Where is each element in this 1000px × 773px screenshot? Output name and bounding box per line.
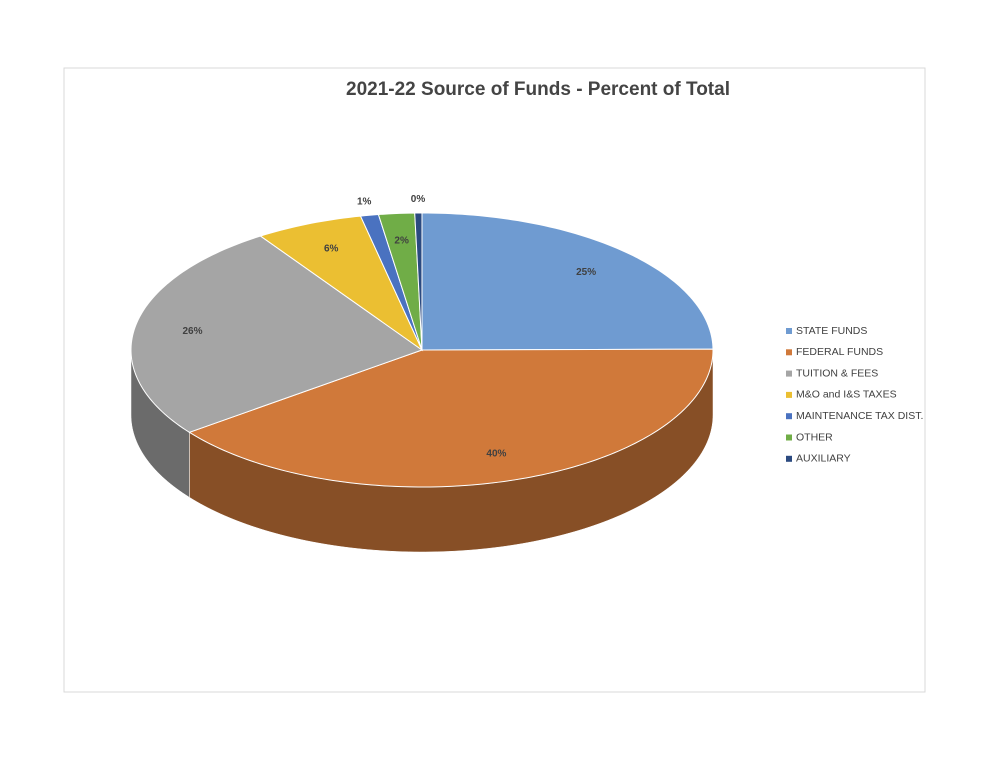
- legend-swatch: [786, 434, 792, 441]
- pie-slice: [188, 348, 714, 488]
- pie-slice: [259, 215, 424, 352]
- pie-slice: [130, 235, 424, 433]
- data-label: 2%: [394, 235, 409, 246]
- legend-label: MAINTENANCE TAX DIST.: [796, 410, 923, 422]
- data-label: 6%: [324, 244, 339, 255]
- data-label: 1%: [357, 196, 372, 207]
- legend-label: STATE FUNDS: [796, 325, 867, 337]
- data-label: 26%: [183, 326, 203, 337]
- legend-label: TUITION & FEES: [796, 367, 878, 379]
- legend-label: OTHER: [796, 431, 833, 443]
- legend-swatch: [786, 413, 792, 420]
- legend-swatch: [786, 349, 792, 356]
- pie-slice: [414, 212, 423, 351]
- data-label: 0%: [411, 194, 426, 205]
- data-label: 25%: [576, 267, 596, 278]
- legend-label: AUXILIARY: [796, 453, 851, 465]
- data-label: 40%: [486, 448, 506, 459]
- legend-swatch: [786, 328, 792, 334]
- legend-swatch: [786, 370, 792, 377]
- chart-title: 2021-22 Source of Funds - Percent of Tot…: [346, 79, 730, 100]
- legend-swatch: [786, 391, 792, 398]
- legend-label: M&O and I&S TAXES: [796, 389, 897, 401]
- pie-slice: [377, 212, 423, 351]
- legend-swatch: [786, 455, 792, 462]
- pie-slice: [421, 212, 714, 351]
- legend-label: FEDERAL FUNDS: [796, 346, 883, 358]
